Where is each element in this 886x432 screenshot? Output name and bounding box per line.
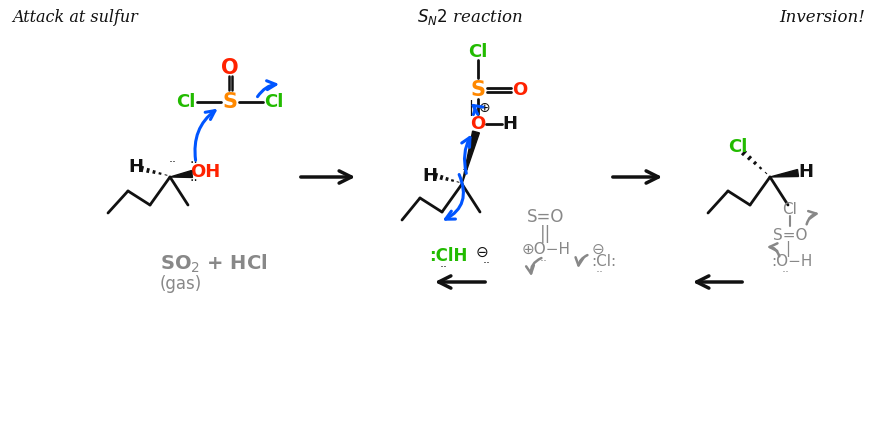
Text: ⊕: ⊕	[479, 101, 491, 115]
Text: O: O	[222, 58, 239, 78]
Text: |: |	[469, 100, 473, 116]
Text: ··: ··	[596, 267, 604, 280]
Text: ··: ··	[169, 156, 177, 169]
Text: OH: OH	[190, 163, 220, 181]
Text: H: H	[128, 158, 144, 176]
Text: :ClH: :ClH	[429, 247, 467, 265]
Text: Cl: Cl	[176, 93, 196, 111]
Text: S=O: S=O	[527, 208, 564, 226]
Text: ||: ||	[540, 225, 552, 243]
Polygon shape	[170, 171, 192, 178]
Text: H: H	[798, 163, 813, 181]
Text: ⊖: ⊖	[476, 245, 488, 260]
Text: ··: ··	[462, 165, 470, 178]
Text: ··: ··	[190, 174, 198, 188]
Text: ··: ··	[540, 255, 548, 269]
Text: $\mathit{S}_{\mathit{N}}\mathit{2}$ reaction: $\mathit{S}_{\mathit{N}}\mathit{2}$ reac…	[417, 7, 523, 27]
Polygon shape	[770, 169, 798, 177]
Text: Cl: Cl	[728, 138, 748, 156]
Text: |: |	[785, 241, 790, 257]
Text: (gas): (gas)	[160, 275, 202, 293]
Text: O: O	[512, 81, 528, 99]
Text: S: S	[470, 80, 486, 100]
Text: O: O	[470, 115, 486, 133]
Text: :Cl:: :Cl:	[592, 254, 617, 269]
Text: Cl: Cl	[264, 93, 284, 111]
Text: H: H	[502, 115, 517, 133]
Text: S: S	[222, 92, 237, 112]
Text: ··: ··	[440, 261, 448, 274]
Text: Inversion!: Inversion!	[779, 9, 865, 25]
Text: ··: ··	[483, 257, 491, 270]
Text: Cl: Cl	[469, 43, 487, 61]
Text: ··: ··	[190, 156, 198, 170]
Text: H: H	[423, 167, 438, 185]
Text: :O−H: :O−H	[772, 254, 812, 270]
Text: ⊕O−H: ⊕O−H	[522, 241, 571, 257]
Text: Cl: Cl	[782, 201, 797, 216]
Text: S=O: S=O	[773, 228, 807, 242]
Text: Attack at sulfur: Attack at sulfur	[12, 9, 137, 25]
Text: ··: ··	[782, 267, 790, 280]
Polygon shape	[462, 131, 479, 184]
Text: SO$_2$ + HCl: SO$_2$ + HCl	[160, 253, 268, 275]
Text: ⊖: ⊖	[592, 241, 604, 257]
